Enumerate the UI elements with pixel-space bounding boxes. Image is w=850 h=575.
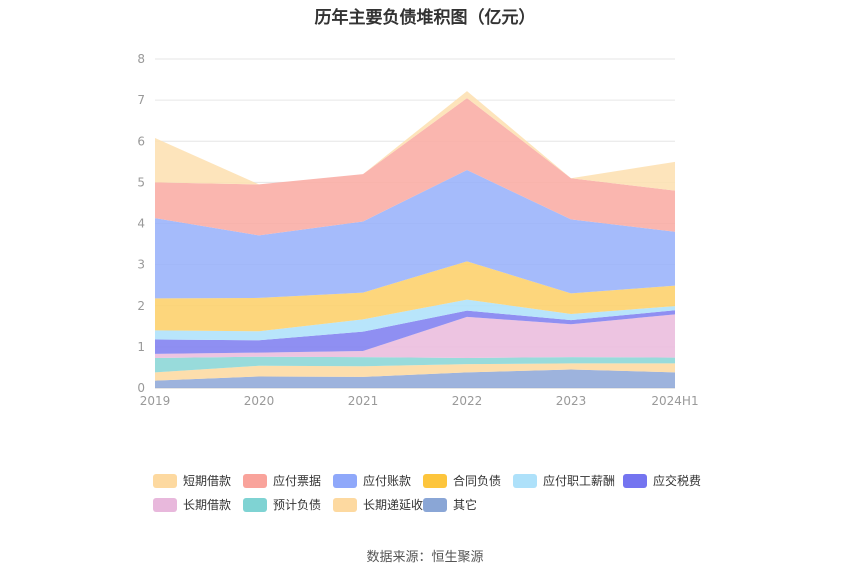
legend-label: 短期借款 xyxy=(183,474,232,488)
legend-swatch xyxy=(243,473,267,488)
x-tick-label: 2023 xyxy=(556,394,587,408)
legend-label: 应交税费 xyxy=(653,474,702,488)
legend-item[interactable]: 应付账款 xyxy=(333,472,411,489)
y-tick-label: 5 xyxy=(137,175,145,189)
legend-swatch xyxy=(333,473,357,488)
legend-swatch xyxy=(153,473,177,488)
x-tick-label: 2021 xyxy=(348,394,379,408)
legend-swatch xyxy=(423,473,447,488)
legend-label: 其它 xyxy=(453,498,478,512)
legend-swatch xyxy=(513,473,537,488)
area-series-4 xyxy=(155,310,675,354)
y-tick-label: 4 xyxy=(137,217,145,231)
y-tick-label: 7 xyxy=(137,93,145,107)
legend-swatch xyxy=(153,497,177,512)
area-series-5 xyxy=(155,299,675,341)
area-series-1 xyxy=(155,363,675,381)
x-tick-label: 2020 xyxy=(244,394,275,408)
legend-item[interactable]: 短期借款 xyxy=(153,472,231,489)
legend-item[interactable]: 其它 xyxy=(423,496,477,513)
legend-swatch xyxy=(423,497,447,512)
y-tick-label: 1 xyxy=(137,340,145,354)
area-series-6 xyxy=(155,261,675,332)
chart-title: 历年主要负债堆积图（亿元） xyxy=(314,8,536,28)
legend-label: 合同负债 xyxy=(453,474,502,488)
legend-label: 长期递延收益 xyxy=(363,498,436,512)
area-series-2 xyxy=(155,356,675,373)
y-tick-label: 0 xyxy=(137,381,145,395)
x-tick-label: 2024H1 xyxy=(651,394,698,408)
y-tick-label: 8 xyxy=(137,52,145,66)
stacked-area-chart: 0 1 2 3 4 5 6 7 8 2019 2020 2021 2022 2023 2024H1 xyxy=(137,52,698,408)
legend-item[interactable]: 应付票据 xyxy=(243,472,321,489)
y-tick-label: 6 xyxy=(137,134,145,148)
legend-label: 应付职工薪酬 xyxy=(543,474,616,488)
x-tick-label: 2019 xyxy=(140,394,171,408)
legend-item[interactable]: 长期借款 xyxy=(153,496,231,513)
area-series-3 xyxy=(155,314,675,358)
legend-item[interactable]: 合同负债 xyxy=(423,472,501,489)
legend-item[interactable]: 应交税费 xyxy=(623,472,701,489)
legend-swatch xyxy=(333,497,357,512)
y-tick-label: 3 xyxy=(137,258,145,272)
legend-swatch xyxy=(243,497,267,512)
x-tick-label: 2022 xyxy=(452,394,483,408)
legend-label: 预计负债 xyxy=(273,498,322,512)
area-series-9 xyxy=(155,91,675,191)
legend-item[interactable]: 长期递延收益 xyxy=(333,496,435,513)
area-series-0 xyxy=(155,369,675,388)
data-source-note: 数据来源：恒生聚源 xyxy=(366,550,484,565)
legend-item[interactable]: 应付职工薪酬 xyxy=(513,472,615,489)
legend-label: 应付票据 xyxy=(273,474,322,488)
area-series-8 xyxy=(155,98,675,236)
legend-label: 长期借款 xyxy=(183,498,232,512)
legend-item[interactable]: 预计负债 xyxy=(243,496,321,513)
legend-swatch xyxy=(623,473,647,488)
legend-label: 应付账款 xyxy=(363,474,412,488)
y-tick-label: 2 xyxy=(137,299,145,313)
area-series-7 xyxy=(155,170,675,299)
